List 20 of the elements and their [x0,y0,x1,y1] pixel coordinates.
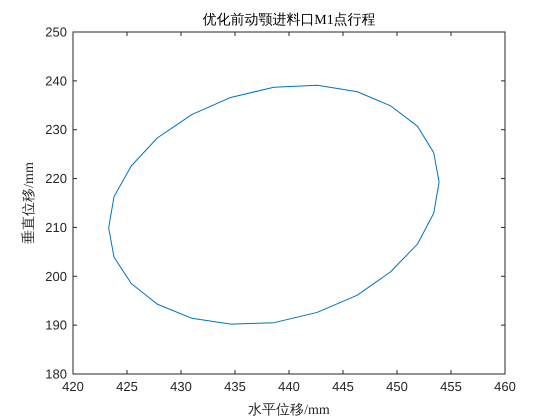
chart-title: 优化前动颚进料口M1点行程 [202,12,376,28]
y-tick-label: 250 [45,24,67,40]
y-tick-label: 240 [45,73,67,88]
x-axis-title: 水平位移/mm [248,402,330,418]
x-tick-label: 440 [278,379,300,394]
x-tick-label: 460 [494,379,516,394]
x-tick-label: 435 [224,379,246,394]
y-tick-label: 180 [45,366,67,382]
y-axis-title: 垂直位移/mm [21,162,37,244]
y-tick-label: 190 [45,318,67,333]
y-tick-label: 230 [45,122,67,138]
x-tick-label: 450 [386,379,408,394]
x-tick-label: 455 [440,379,462,394]
y-tick-label: 200 [45,268,67,284]
y-tick-label: 210 [45,220,67,235]
x-tick-label: 425 [116,379,138,394]
x-tick-label: 430 [170,379,192,394]
y-tick-label: 220 [45,171,67,186]
x-tick-label: 445 [332,379,354,394]
x-tick-label: 420 [62,379,84,394]
